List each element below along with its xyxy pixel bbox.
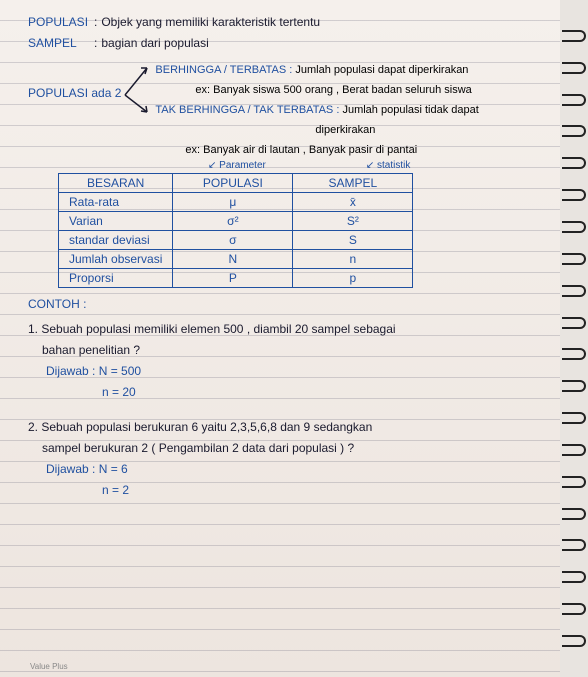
cell-pop: N — [173, 250, 293, 269]
def-text: bagian dari populasi — [101, 33, 208, 54]
branch-diagram: POPULASI ada 2 BERHINGGA / TERBATAS : Ju… — [28, 60, 542, 160]
ring-icon — [562, 603, 586, 615]
ans-label: Dijawab : — [46, 364, 95, 378]
page-content: POPULASI : Objek yang memiliki karakteri… — [28, 12, 542, 501]
ex-text: Banyak air di lautan , Banyak pasir di p… — [203, 144, 417, 156]
answer-1: Dijawab : N = 500 n = 20 — [46, 361, 542, 403]
cell-pop: σ² — [173, 212, 293, 231]
ex-label: ex: — [195, 84, 210, 96]
sep: : — [94, 33, 97, 54]
ring-icon — [562, 189, 586, 201]
branch-arrows-icon — [121, 60, 155, 130]
branch-top: BERHINGGA / TERBATAS : Jumlah populasi d… — [155, 60, 478, 80]
cell-samp: p — [293, 269, 413, 288]
contoh-heading: CONTOH : — [28, 294, 542, 315]
ans-line: n = 20 — [102, 385, 136, 399]
table-row: Proporsi P p — [59, 269, 413, 288]
ring-icon — [562, 571, 586, 583]
ring-icon — [562, 253, 586, 265]
table-annotations: ↙ Parameter ↙ statistik — [58, 160, 542, 171]
q-num: 2. — [28, 420, 38, 434]
table-row: standar deviasi σ S — [59, 231, 413, 250]
question-1: 1. Sebuah populasi memiliki elemen 500 ,… — [28, 319, 542, 361]
ans-label: Dijawab : — [46, 462, 95, 476]
ring-icon — [562, 348, 586, 360]
notebook-page: POPULASI : Objek yang memiliki karakteri… — [0, 0, 560, 677]
table-row: Rata-rata μ x̄ — [59, 193, 413, 212]
cell-name: standar deviasi — [59, 231, 173, 250]
q-num: 1. — [28, 322, 38, 336]
cell-samp: S — [293, 231, 413, 250]
cell-name: Proporsi — [59, 269, 173, 288]
ring-icon — [562, 62, 586, 74]
notebook-brand-logo: Value Plus — [30, 662, 68, 671]
ex-text: Banyak siswa 500 orang , Berat badan sel… — [213, 84, 472, 96]
annotation-statistik: ↙ statistik — [366, 160, 411, 171]
def-text: Objek yang memiliki karakteristik terten… — [101, 12, 320, 33]
ans-line: n = 2 — [102, 483, 129, 497]
cell-samp: n — [293, 250, 413, 269]
ring-icon — [562, 539, 586, 551]
branch-bottom-title: TAK BERHINGGA / TAK TERBATAS : — [155, 104, 339, 116]
branch-top-desc: Jumlah populasi dapat diperkirakan — [295, 64, 468, 76]
cell-name: Rata-rata — [59, 193, 173, 212]
branch-top-example: ex: Banyak siswa 500 orang , Berat badan… — [155, 80, 478, 100]
table-row: Varian σ² S² — [59, 212, 413, 231]
answer-2: Dijawab : N = 6 n = 2 — [46, 459, 542, 501]
q-text-cont: sampel berukuran 2 ( Pengambilan 2 data … — [42, 441, 354, 455]
col-populasi: POPULASI — [173, 174, 293, 193]
ans-line: N = 6 — [99, 462, 128, 476]
definition-sampel: SAMPEL : bagian dari populasi — [28, 33, 542, 54]
cell-pop: P — [173, 269, 293, 288]
cell-samp: S² — [293, 212, 413, 231]
definition-populasi: POPULASI : Objek yang memiliki karakteri… — [28, 12, 542, 33]
cell-pop: σ — [173, 231, 293, 250]
ring-icon — [562, 125, 586, 137]
ring-icon — [562, 508, 586, 520]
ring-icon — [562, 412, 586, 424]
ring-icon — [562, 285, 586, 297]
cell-name: Jumlah observasi — [59, 250, 173, 269]
question-2: 2. Sebuah populasi berukuran 6 yaitu 2,3… — [28, 417, 542, 459]
sep: : — [94, 12, 97, 33]
ring-icon — [562, 444, 586, 456]
col-sampel: SAMPEL — [293, 174, 413, 193]
ring-icon — [562, 30, 586, 42]
col-besaran: BESARAN — [59, 174, 173, 193]
ans-line: N = 500 — [99, 364, 141, 378]
ring-icon — [562, 94, 586, 106]
cell-name: Varian — [59, 212, 173, 231]
branch-root-label: POPULASI ada 2 — [28, 86, 121, 100]
annotation-parameter: ↙ Parameter — [208, 160, 266, 171]
ring-icon — [562, 476, 586, 488]
branch-bottom-desc2: diperkirakan — [155, 120, 478, 140]
spiral-binding — [560, 0, 588, 677]
table-header-row: BESARAN POPULASI SAMPEL — [59, 174, 413, 193]
term-sampel: SAMPEL — [28, 33, 90, 54]
term-populasi: POPULASI — [28, 12, 90, 33]
q-text: Sebuah populasi berukuran 6 yaitu 2,3,5,… — [41, 420, 372, 434]
branch-items: BERHINGGA / TERBATAS : Jumlah populasi d… — [155, 60, 478, 160]
branch-bottom-desc: Jumlah populasi tidak dapat — [342, 104, 478, 116]
ring-icon — [562, 317, 586, 329]
branch-bottom: TAK BERHINGGA / TAK TERBATAS : Jumlah po… — [155, 100, 478, 120]
table-row: Jumlah observasi N n — [59, 250, 413, 269]
symbols-table: BESARAN POPULASI SAMPEL Rata-rata μ x̄ V… — [58, 173, 413, 288]
branch-bottom-example: ex: Banyak air di lautan , Banyak pasir … — [155, 140, 478, 160]
ring-icon — [562, 221, 586, 233]
ring-icon — [562, 380, 586, 392]
q-text-cont: bahan penelitian ? — [42, 343, 140, 357]
branch-top-title: BERHINGGA / TERBATAS : — [155, 64, 292, 76]
ex-label: ex: — [185, 144, 200, 156]
ring-icon — [562, 635, 586, 647]
q-text: Sebuah populasi memiliki elemen 500 , di… — [41, 322, 395, 336]
ring-icon — [562, 157, 586, 169]
cell-pop: μ — [173, 193, 293, 212]
cell-samp: x̄ — [293, 193, 413, 212]
